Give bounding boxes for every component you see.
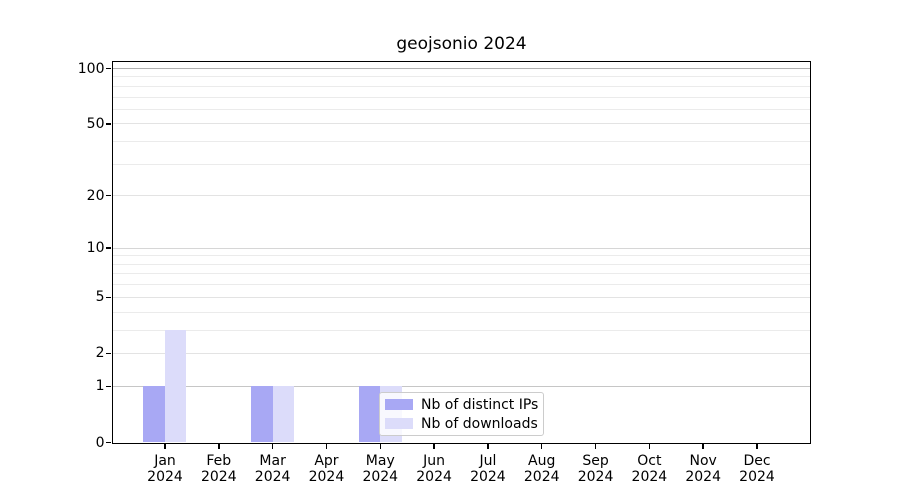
gridline-minor xyxy=(112,329,810,331)
x-tick-label: Oct 2024 xyxy=(614,453,684,485)
y-tick-label: 100 xyxy=(77,60,105,77)
y-tick-mark xyxy=(106,441,111,444)
legend-swatch-downloads-icon xyxy=(385,418,413,429)
y-tick-mark xyxy=(106,67,111,70)
gridline-major xyxy=(112,123,810,125)
y-tick-mark xyxy=(106,247,111,249)
gridline-minor xyxy=(112,273,810,275)
gridline-major xyxy=(112,352,810,354)
gridline-major xyxy=(112,195,810,197)
gridline-minor xyxy=(112,311,810,313)
y-tick-mark xyxy=(106,385,111,388)
x-tick-mark xyxy=(271,442,274,449)
x-tick-label: Dec 2024 xyxy=(722,453,792,485)
x-tick-label-line: Sep xyxy=(582,452,609,469)
x-tick-label-line: Oct xyxy=(637,452,662,469)
legend-item-distinct-ips: Nb of distinct IPs xyxy=(385,396,539,413)
legend-swatch-distinct-ips-icon xyxy=(385,399,413,410)
x-tick-label-line: Jul xyxy=(479,452,497,469)
gridline-major xyxy=(112,385,810,387)
bar-downloads xyxy=(272,386,295,443)
gridline-major xyxy=(112,68,810,69)
bar-distinct-ips xyxy=(143,386,165,443)
x-tick-mark xyxy=(702,442,704,449)
y-tick-label: 50 xyxy=(86,115,105,132)
x-tick-label-line: May xyxy=(365,452,395,469)
y-tick-label: 0 xyxy=(95,434,105,451)
gridline-minor xyxy=(112,96,810,98)
gridline-minor xyxy=(112,284,810,286)
y-tick-mark xyxy=(106,352,111,355)
gridline-minor xyxy=(112,76,810,78)
x-tick-label: Sep 2024 xyxy=(561,453,631,485)
x-tick-label-line: 2024 xyxy=(470,468,506,485)
x-tick-mark xyxy=(379,442,381,449)
y-tick-mark xyxy=(106,195,111,197)
gridline-major xyxy=(112,247,810,249)
x-tick-label: Jun 2024 xyxy=(399,453,469,485)
x-tick-mark xyxy=(594,442,597,449)
bar-distinct-ips xyxy=(251,386,273,443)
gridline-minor xyxy=(112,85,810,87)
x-tick-label-line: 2024 xyxy=(739,468,775,485)
x-tick-label-line: Dec xyxy=(743,452,771,469)
x-tick-label: May 2024 xyxy=(345,453,415,485)
x-tick-label-line: 2024 xyxy=(147,468,183,485)
x-tick-label-line: 2024 xyxy=(254,468,291,485)
gridline-major xyxy=(112,296,810,298)
legend: Nb of distinct IPs Nb of downloads xyxy=(379,392,544,436)
x-tick-label-line: 2024 xyxy=(416,468,452,485)
y-tick-label: 2 xyxy=(95,345,105,362)
bar-downloads xyxy=(164,330,187,443)
x-tick-label-line: 2024 xyxy=(631,468,668,485)
x-tick-label-line: 2024 xyxy=(308,468,345,485)
x-tick-mark xyxy=(756,442,758,449)
x-tick-label: Aug 2024 xyxy=(507,453,577,485)
x-tick-label: Feb 2024 xyxy=(184,453,254,485)
x-tick-mark xyxy=(325,442,328,449)
legend-label-downloads: Nb of downloads xyxy=(421,415,538,432)
x-tick-label: Nov 2024 xyxy=(668,453,738,485)
y-tick-mark xyxy=(106,123,111,125)
gridline-minor xyxy=(112,141,810,143)
legend-label-distinct-ips: Nb of distinct IPs xyxy=(421,396,539,413)
bar-distinct-ips xyxy=(358,386,381,443)
x-tick-mark xyxy=(487,442,489,449)
x-tick-label-line: 2024 xyxy=(200,468,237,485)
gridline-minor xyxy=(112,163,810,165)
x-tick-mark xyxy=(164,442,166,449)
x-tick-label-line: Feb xyxy=(206,452,232,469)
x-tick-label-line: Nov xyxy=(689,452,717,469)
plot-area: 0 1 2 5 10 20 50 100 Jan 2024 Feb 2024 Mar 2024 Apr 202… xyxy=(78,60,811,485)
y-tick-mark xyxy=(106,296,111,298)
gridline-minor xyxy=(112,255,810,257)
y-tick-label: 1 xyxy=(95,378,105,395)
x-tick-label: Mar 2024 xyxy=(238,453,308,485)
x-tick-label-line: 2024 xyxy=(523,468,560,485)
gridline-minor xyxy=(112,263,810,265)
y-tick-label: 5 xyxy=(95,289,105,306)
x-tick-label-line: Aug xyxy=(528,452,556,469)
x-tick-label-line: Jan xyxy=(154,452,176,469)
x-tick-label: Jan 2024 xyxy=(130,453,200,485)
gridline-minor xyxy=(112,108,810,110)
x-tick-label-line: 2024 xyxy=(685,468,721,485)
y-tick-label: 20 xyxy=(86,187,105,204)
x-tick-label-line: 2024 xyxy=(577,468,614,485)
x-tick-label: Jul 2024 xyxy=(453,453,523,485)
x-tick-mark xyxy=(648,442,651,449)
legend-item-downloads: Nb of downloads xyxy=(385,415,538,432)
x-tick-label-line: 2024 xyxy=(362,468,399,485)
x-tick-label: Apr 2024 xyxy=(291,453,361,485)
x-tick-mark xyxy=(541,442,543,449)
y-tick-label: 10 xyxy=(86,240,105,257)
x-tick-mark xyxy=(218,442,220,449)
x-tick-label-line: Mar xyxy=(259,452,286,469)
x-tick-label-line: Jun xyxy=(423,452,446,469)
x-tick-label-line: Apr xyxy=(314,452,339,469)
x-tick-mark xyxy=(433,442,435,449)
chart-title: geojsonio 2024 xyxy=(396,34,527,54)
